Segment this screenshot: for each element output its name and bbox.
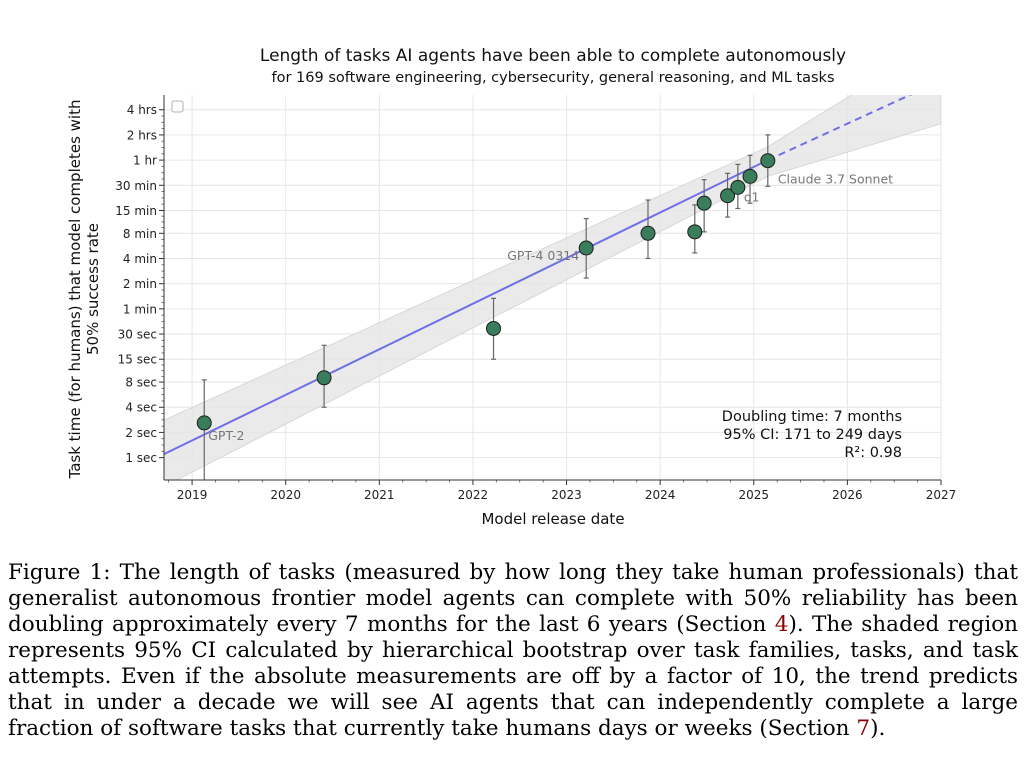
figure-caption: Figure 1: The length of tasks (measured … [8,560,1018,742]
point-label: GPT-4 0314 [507,248,579,263]
data-point [687,224,703,240]
r-squared-annotation: R²: 0.98 [844,445,902,461]
data-point [486,320,502,336]
y-tick-label: 4 sec [125,401,157,415]
y-tick-label: 2 sec [125,426,157,440]
data-point [742,168,758,184]
y-tick-label: 1 hr [133,154,157,168]
y-tick-label: 4 min [123,252,157,266]
x-tick-label: 2020 [270,488,301,502]
ci-annotation: 95% CI: 171 to 249 days [723,427,902,443]
axes: 1 sec 2 sec 4 sec 8 sec 15 sec 30 sec 1 min 2 m… [115,95,956,502]
point-label: o1 [744,189,760,204]
x-tick-label: 2021 [364,488,395,502]
data-point [196,415,212,431]
y-tick-label: 8 min [123,227,157,241]
data-point [316,370,332,386]
caption-text-3: ). [870,716,886,741]
y-axis-label-line-2: 50% success rate [84,223,102,355]
data-point [720,188,736,204]
caption-text-1: The length of tasks (measured by how lon… [8,560,1018,637]
data-points-layer [196,153,776,431]
y-tick-label: 1 sec [125,451,157,465]
plot-area: GPT-2 GPT-4 0314 o1 Claude 3.7 Sonnet 1 sec… [115,95,956,502]
legend-checkbox[interactable] [171,100,184,113]
caption-label: Figure 1: [8,560,111,585]
data-point [578,240,594,256]
doubling-time-annotation: Doubling time: 7 months [722,409,902,425]
trend-line-layer [164,95,913,456]
y-tick-label: 4 hrs [127,103,157,117]
trend-line-fit [164,159,769,456]
y-tick-label: 2 min [123,277,157,291]
chart-title: Length of tasks AI agents have been able… [260,46,846,66]
caption-text-2: ). The shaded region represents 95% CI c… [8,612,1019,741]
x-tick-label: 2027 [926,488,957,502]
y-axis-label-line-1: Task time (for humans) that model comple… [66,100,84,480]
data-point [640,225,656,241]
x-axis-label: Model release date [481,510,624,528]
point-labels-layer: GPT-2 GPT-4 0314 o1 Claude 3.7 Sonnet [208,172,893,443]
y-tick-label: 15 min [115,204,157,218]
x-tick-label: 2019 [177,488,208,502]
y-tick-label: 30 sec [118,328,157,342]
x-tick-label: 2024 [645,488,676,502]
x-tick-label: 2022 [458,488,489,502]
x-tick-label: 2025 [738,488,769,502]
section-4-link[interactable]: 4 [774,612,789,637]
x-tick-label: 2026 [832,488,863,502]
y-axis-label: Task time (for humans) that model comple… [66,100,102,480]
x-tick-label: 2023 [551,488,582,502]
point-label: GPT-2 [208,428,244,443]
chart-subtitle: for 169 software engineering, cybersecur… [271,70,834,86]
data-point [696,195,712,211]
figure-chart: Length of tasks AI agents have been able… [66,46,957,528]
y-tick-label: 8 sec [125,376,157,390]
point-label: Claude 3.7 Sonnet [778,172,893,187]
y-tick-label: 1 min [123,302,157,316]
y-tick-label: 15 sec [118,353,157,367]
data-point [760,153,776,169]
y-tick-label: 30 min [115,179,157,193]
y-tick-label: 2 hrs [127,128,157,142]
section-7-link[interactable]: 7 [856,716,871,741]
data-point [730,179,746,195]
